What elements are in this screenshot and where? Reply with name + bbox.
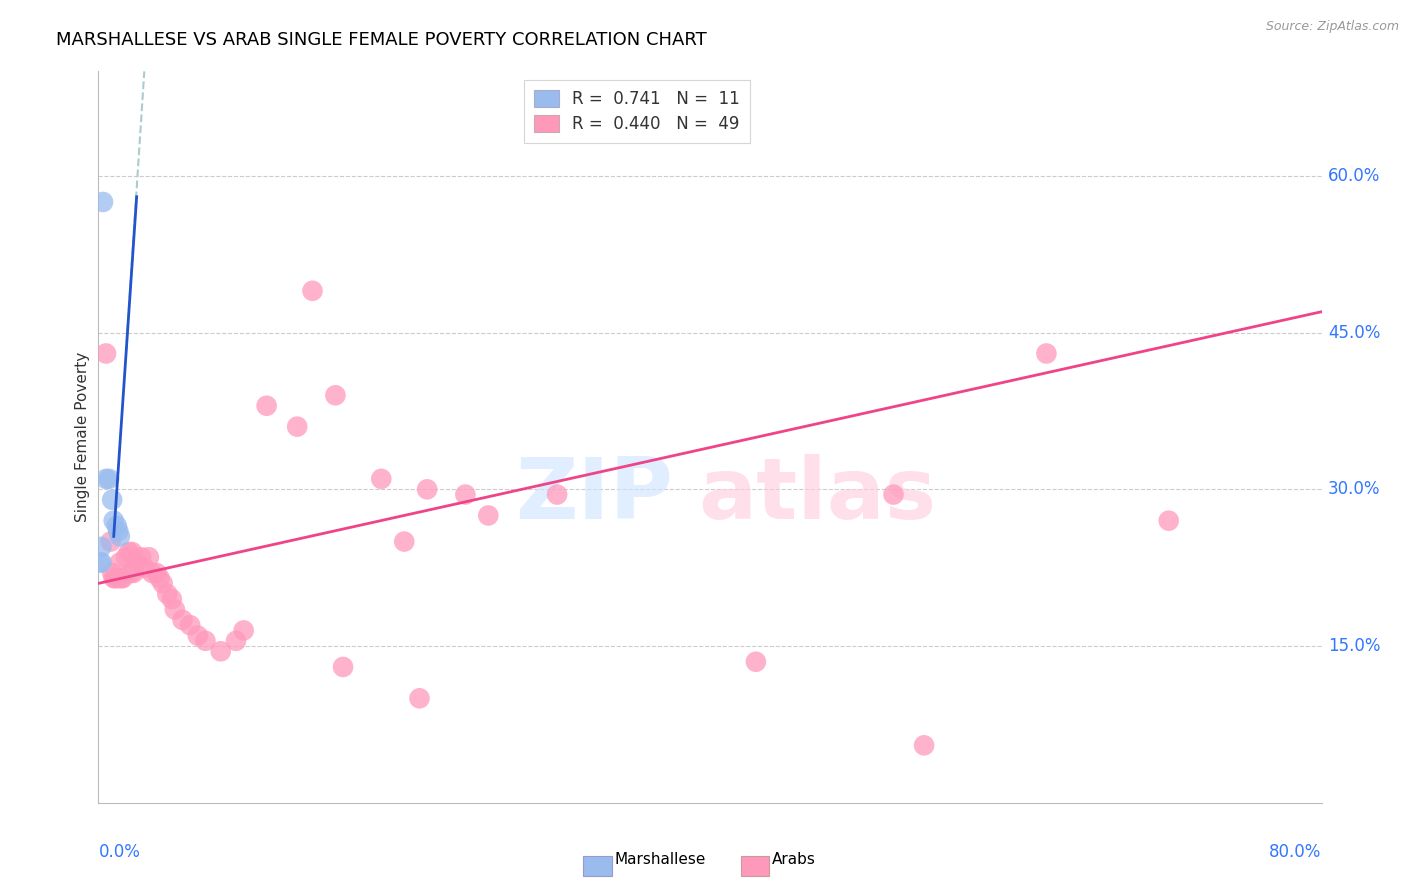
Point bbox=[101, 492, 124, 507]
Text: Arabs: Arabs bbox=[772, 852, 815, 867]
Point bbox=[392, 534, 416, 549]
Point bbox=[100, 534, 122, 549]
Point bbox=[163, 602, 186, 616]
Point bbox=[408, 691, 430, 706]
Point bbox=[111, 571, 134, 585]
Y-axis label: Single Female Poverty: Single Female Poverty bbox=[75, 352, 90, 522]
Point bbox=[416, 483, 439, 497]
Point bbox=[256, 399, 278, 413]
Point bbox=[332, 660, 354, 674]
Point bbox=[125, 556, 148, 570]
Point bbox=[134, 560, 156, 574]
Point bbox=[138, 550, 160, 565]
Point bbox=[90, 540, 112, 554]
Text: ZIP: ZIP bbox=[516, 454, 673, 537]
Point bbox=[145, 566, 167, 580]
Point bbox=[110, 571, 132, 585]
Point bbox=[546, 487, 568, 501]
Point bbox=[115, 550, 138, 565]
Point bbox=[107, 524, 129, 538]
Point bbox=[912, 739, 935, 753]
Text: Marshallese: Marshallese bbox=[614, 852, 706, 867]
Point bbox=[107, 571, 129, 585]
Legend: R =  0.741   N =  11, R =  0.440   N =  49: R = 0.741 N = 11, R = 0.440 N = 49 bbox=[523, 79, 749, 143]
Point bbox=[108, 556, 131, 570]
Point bbox=[156, 587, 179, 601]
Point bbox=[98, 472, 121, 486]
Point bbox=[105, 519, 128, 533]
Point bbox=[90, 556, 112, 570]
Text: 15.0%: 15.0% bbox=[1327, 637, 1381, 655]
Point bbox=[120, 566, 142, 580]
Point bbox=[1035, 346, 1057, 360]
Point bbox=[121, 545, 143, 559]
Point bbox=[225, 633, 247, 648]
Point bbox=[122, 566, 145, 580]
Point bbox=[103, 514, 125, 528]
Point bbox=[129, 550, 152, 565]
Point bbox=[745, 655, 768, 669]
Point bbox=[118, 545, 141, 559]
Text: 80.0%: 80.0% bbox=[1270, 843, 1322, 861]
Point bbox=[141, 566, 163, 580]
Point bbox=[301, 284, 323, 298]
Text: 30.0%: 30.0% bbox=[1327, 480, 1381, 499]
Point bbox=[477, 508, 499, 523]
Point bbox=[370, 472, 392, 486]
Point bbox=[160, 592, 183, 607]
Point bbox=[89, 556, 111, 570]
Text: Source: ZipAtlas.com: Source: ZipAtlas.com bbox=[1265, 20, 1399, 33]
Point bbox=[91, 194, 114, 209]
Point bbox=[103, 571, 125, 585]
Point bbox=[94, 346, 117, 360]
Point bbox=[108, 529, 131, 543]
Point bbox=[1157, 514, 1180, 528]
Point bbox=[149, 571, 172, 585]
Point bbox=[194, 633, 217, 648]
Point bbox=[94, 472, 117, 486]
Text: MARSHALLESE VS ARAB SINGLE FEMALE POVERTY CORRELATION CHART: MARSHALLESE VS ARAB SINGLE FEMALE POVERT… bbox=[56, 31, 707, 49]
Point bbox=[285, 419, 308, 434]
Point bbox=[325, 388, 347, 402]
Point bbox=[209, 644, 232, 658]
Text: 0.0%: 0.0% bbox=[98, 843, 141, 861]
Text: 45.0%: 45.0% bbox=[1327, 324, 1381, 342]
Point bbox=[232, 624, 254, 638]
Point bbox=[187, 629, 209, 643]
Text: 60.0%: 60.0% bbox=[1327, 167, 1381, 185]
Point bbox=[104, 571, 127, 585]
Point bbox=[454, 487, 477, 501]
Point bbox=[152, 576, 174, 591]
Point bbox=[172, 613, 194, 627]
Point bbox=[179, 618, 201, 632]
Point bbox=[101, 566, 124, 580]
Text: atlas: atlas bbox=[697, 454, 936, 537]
Point bbox=[883, 487, 905, 501]
